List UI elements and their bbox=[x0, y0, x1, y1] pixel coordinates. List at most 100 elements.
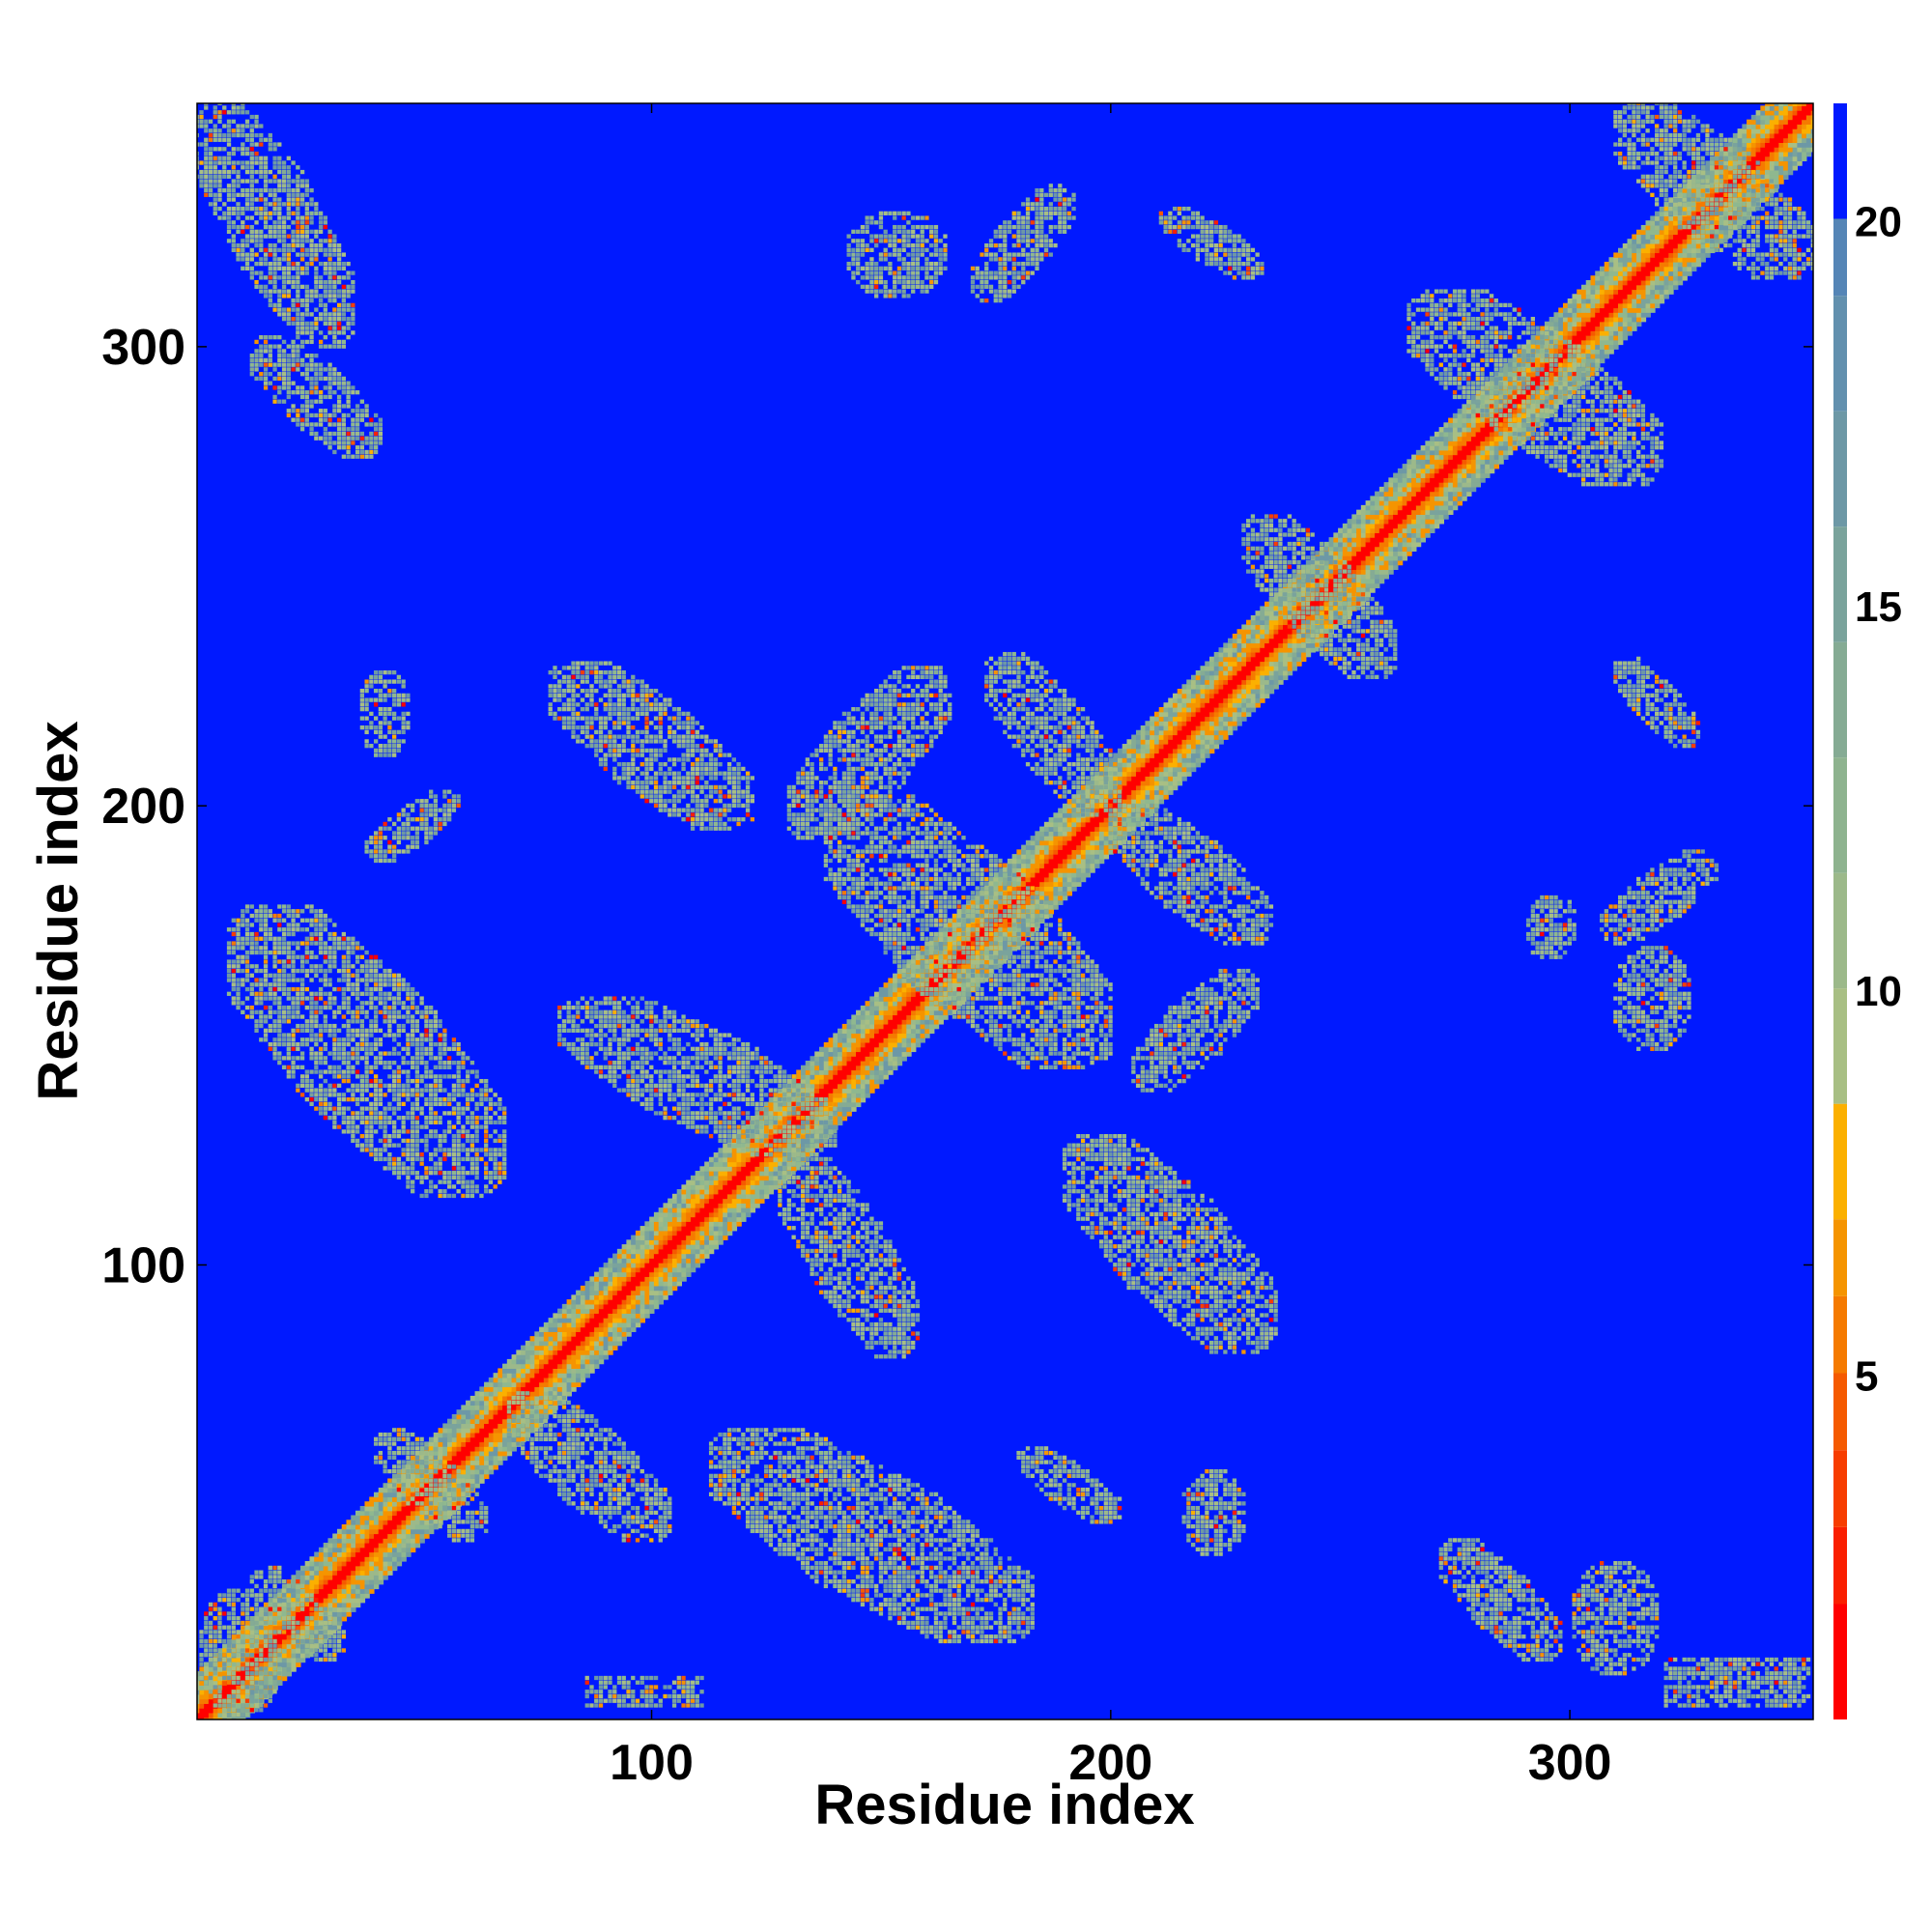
diagonal-cell bbox=[346, 1551, 352, 1557]
diagonal-cell bbox=[1287, 669, 1293, 676]
diagonal-cell bbox=[249, 1698, 256, 1704]
diagonal-cell bbox=[1246, 633, 1252, 639]
diagonal-cell bbox=[1241, 638, 1247, 644]
diagonal-cell bbox=[553, 1354, 558, 1360]
diagonal-cell bbox=[548, 1358, 554, 1365]
diagonal-cell bbox=[653, 1216, 660, 1222]
diagonal-cell bbox=[594, 1358, 600, 1365]
diagonal-cell bbox=[961, 982, 967, 988]
diagonal-cell bbox=[1260, 674, 1265, 681]
diagonal-cell bbox=[1153, 716, 1160, 722]
diagonal-cell bbox=[639, 1281, 645, 1287]
diagonal-cell bbox=[1062, 881, 1068, 887]
diagonal-cell bbox=[327, 1625, 333, 1631]
diagonal-cell bbox=[695, 1253, 701, 1259]
diagonal-cell bbox=[948, 941, 953, 947]
diagonal-cell bbox=[594, 1340, 600, 1347]
diagonal-cell bbox=[1190, 711, 1197, 718]
diagonal-cell bbox=[649, 1216, 655, 1222]
diagonal-cell bbox=[631, 1290, 637, 1295]
diagonal-cell bbox=[1278, 614, 1284, 621]
diagonal-cell bbox=[1218, 669, 1224, 676]
diagonal-cell bbox=[493, 1460, 498, 1465]
diagonal-cell bbox=[327, 1561, 333, 1567]
diagonal-cell bbox=[699, 1258, 705, 1264]
diagonal-cell bbox=[1287, 666, 1293, 671]
diagonal-cell bbox=[1232, 651, 1238, 658]
diagonal-cell bbox=[529, 1373, 535, 1378]
diagonal-cell bbox=[1228, 651, 1234, 658]
diagonal-cell bbox=[608, 1266, 613, 1273]
diagonal-cell bbox=[456, 1483, 462, 1489]
diagonal-cell bbox=[341, 1524, 348, 1530]
diagonal-cell bbox=[584, 1358, 590, 1365]
diagonal-cell bbox=[768, 1171, 775, 1177]
diagonal-cell bbox=[750, 1203, 756, 1208]
diagonal-cell bbox=[653, 1285, 660, 1292]
diagonal-cell bbox=[708, 1208, 715, 1213]
diagonal-cell bbox=[1150, 766, 1155, 773]
diagonal-cell bbox=[1066, 872, 1073, 878]
diagonal-cell bbox=[364, 1561, 370, 1567]
diagonal-cell bbox=[299, 1579, 306, 1585]
diagonal-cell bbox=[906, 1009, 912, 1016]
diagonal-cell bbox=[980, 895, 985, 901]
diagonal-cell bbox=[639, 1303, 645, 1310]
diagonal-cell bbox=[1135, 789, 1142, 795]
diagonal-cell bbox=[1039, 849, 1045, 855]
diagonal-cell bbox=[369, 1524, 375, 1530]
diagonal-cell bbox=[686, 1198, 692, 1204]
diagonal-cell bbox=[309, 1611, 315, 1617]
diagonal-cell bbox=[603, 1276, 609, 1282]
diagonal-cell bbox=[589, 1354, 595, 1360]
diagonal-cell bbox=[521, 1386, 526, 1392]
diagonal-cell bbox=[671, 1193, 678, 1200]
diagonal-cell bbox=[952, 978, 958, 983]
diagonal-cell bbox=[1043, 899, 1050, 905]
diagonal-cell bbox=[819, 1060, 825, 1066]
diagonal-cell bbox=[1287, 601, 1293, 608]
diagonal-cell bbox=[1135, 784, 1142, 791]
diagonal-cell bbox=[369, 1510, 375, 1517]
diagonal-cell bbox=[314, 1611, 320, 1617]
diagonal-cell bbox=[1195, 674, 1202, 681]
diagonal-cell bbox=[690, 1184, 696, 1190]
diagonal-cell bbox=[612, 1318, 618, 1323]
diagonal-cell bbox=[663, 1244, 668, 1250]
diagonal-cell bbox=[846, 1023, 852, 1030]
diagonal-cell bbox=[856, 1074, 862, 1080]
diagonal-cell bbox=[1058, 812, 1064, 818]
diagonal-cell bbox=[392, 1533, 398, 1539]
diagonal-cell bbox=[456, 1409, 462, 1415]
diagonal-cell bbox=[726, 1221, 733, 1227]
diagonal-cell bbox=[502, 1405, 508, 1410]
diagonal-cell bbox=[1172, 784, 1179, 791]
diagonal-cell bbox=[346, 1520, 352, 1525]
diagonal-cell bbox=[695, 1263, 701, 1268]
diagonal-cell bbox=[1209, 716, 1215, 722]
diagonal-cell bbox=[571, 1313, 577, 1319]
diagonal-cell bbox=[1287, 651, 1293, 658]
diagonal-cell bbox=[869, 1014, 875, 1020]
diagonal-cell bbox=[888, 1037, 894, 1043]
diagonal-cell bbox=[336, 1551, 343, 1557]
diagonal-cell bbox=[296, 1657, 301, 1663]
diagonal-cell bbox=[493, 1455, 498, 1462]
diagonal-cell bbox=[1126, 771, 1132, 777]
diagonal-cell bbox=[1080, 784, 1087, 791]
diagonal-cell bbox=[336, 1620, 343, 1627]
diagonal-cell bbox=[433, 1510, 440, 1517]
diagonal-cell bbox=[663, 1263, 668, 1268]
diagonal-cell bbox=[286, 1630, 293, 1635]
diagonal-cell bbox=[359, 1515, 366, 1520]
diagonal-cell bbox=[860, 1060, 867, 1066]
diagonal-cell bbox=[1085, 867, 1092, 873]
diagonal-cell bbox=[1241, 697, 1247, 703]
diagonal-cell bbox=[1218, 661, 1224, 667]
diagonal-cell bbox=[1223, 729, 1229, 736]
diagonal-cell bbox=[616, 1271, 623, 1277]
diagonal-cell bbox=[1287, 656, 1293, 663]
diagonal-cell bbox=[658, 1211, 665, 1218]
diagonal-cell bbox=[1071, 812, 1077, 818]
diagonal-cell bbox=[1103, 831, 1110, 837]
